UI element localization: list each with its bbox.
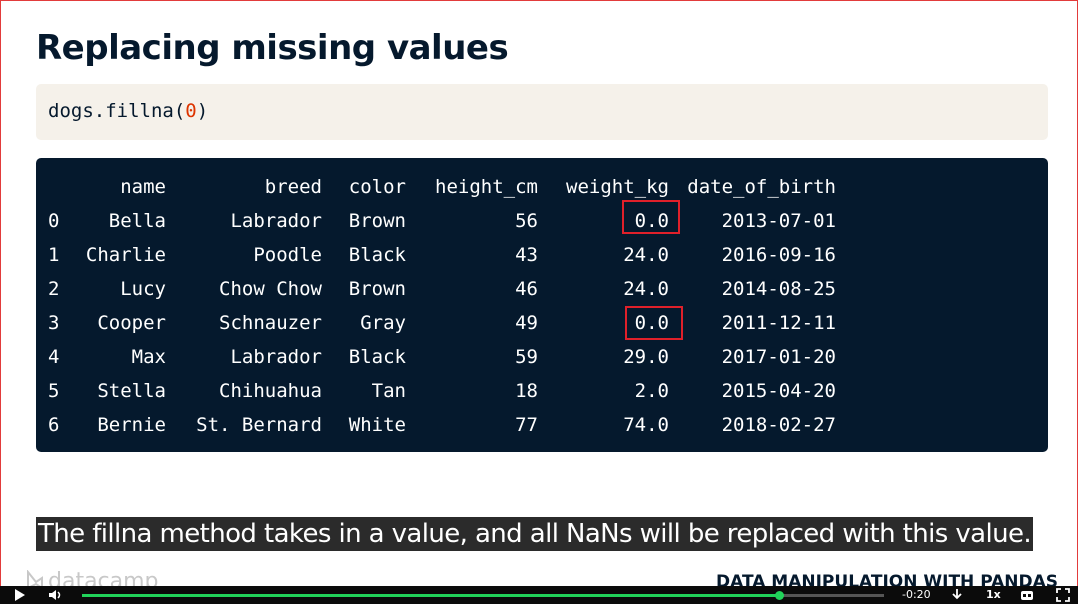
- download-icon[interactable]: [950, 588, 964, 602]
- cell-weight-kg: 0.0: [634, 210, 669, 232]
- fullscreen-icon[interactable]: [1056, 588, 1070, 602]
- cell-index: 1: [48, 244, 60, 266]
- progress-fill: [82, 594, 779, 597]
- cell-name: Cooper: [97, 312, 166, 334]
- cell-weight-kg: 0.0: [634, 312, 669, 334]
- cell-name: Stella: [97, 380, 166, 402]
- cell-date-of-birth: 2017-01-20: [721, 346, 836, 368]
- cell-name: Lucy: [120, 278, 166, 300]
- cell-date-of-birth: 2014-08-25: [721, 278, 836, 300]
- code-block: dogs.fillna(0): [36, 84, 1048, 140]
- cell-breed: Schnauzer: [219, 312, 322, 334]
- cell-name: Bernie: [97, 414, 166, 436]
- cell-index: 0: [48, 210, 60, 232]
- cell-index: 3: [48, 312, 60, 334]
- cell-name: Bella: [108, 210, 166, 232]
- table-row: 2 Lucy Chow Chow Brown 46 24.0 2014-08-25: [48, 274, 836, 308]
- playback-speed-button[interactable]: 1x: [986, 588, 1001, 601]
- header-name: name: [120, 176, 166, 198]
- table-row: 0 Bella Labrador Brown 56 0.0 2013-07-01: [48, 200, 836, 240]
- cell-color: Black: [348, 244, 406, 266]
- cell-weight-kg: 29.0: [623, 346, 669, 368]
- code-prefix: dogs.fillna(: [48, 100, 186, 122]
- cell-height-cm: 49: [515, 312, 538, 334]
- table-row: 5 Stella Chihuahua Tan 18 2.0 2015-04-20: [48, 376, 836, 410]
- cell-height-cm: 43: [515, 244, 538, 266]
- cell-breed: St. Bernard: [196, 414, 322, 436]
- output-block: name breed color height_cm weight_kg date_of_…: [36, 158, 1048, 452]
- cell-color: Brown: [348, 210, 406, 232]
- progress-bar[interactable]: [82, 591, 884, 600]
- cell-weight-kg: 24.0: [623, 244, 669, 266]
- cell-breed: Poodle: [253, 244, 322, 266]
- cell-weight-kg: 74.0: [623, 414, 669, 436]
- cell-height-cm: 56: [515, 210, 538, 232]
- cell-weight-kg: 24.0: [623, 278, 669, 300]
- subtitle-caption: The fillna method takes in a value, and …: [36, 517, 1034, 551]
- table-row: 3 Cooper Schnauzer Gray 49 0.0 2011-12-11: [48, 306, 836, 342]
- cell-date-of-birth: 2015-04-20: [721, 380, 836, 402]
- header-weight-kg: weight_kg: [566, 176, 669, 198]
- captions-icon[interactable]: [1020, 588, 1034, 602]
- cell-height-cm: 46: [515, 278, 538, 300]
- cell-color: Gray: [360, 312, 406, 334]
- play-icon[interactable]: [12, 588, 26, 602]
- cell-height-cm: 77: [515, 414, 538, 436]
- cell-date-of-birth: 2013-07-01: [721, 210, 836, 232]
- brand-logo: datacamp: [26, 568, 159, 594]
- volume-icon[interactable]: [48, 588, 62, 602]
- cell-name: Max: [131, 346, 166, 368]
- code-suffix: ): [196, 100, 209, 122]
- code-argument: 0: [185, 100, 197, 122]
- time-remaining: -0:20: [902, 588, 931, 601]
- cell-index: 2: [48, 278, 60, 300]
- slide-title: Replacing missing values: [36, 28, 509, 68]
- cell-color: White: [348, 414, 406, 436]
- cell-height-cm: 18: [515, 380, 538, 402]
- cell-height-cm: 59: [515, 346, 538, 368]
- header-color: color: [348, 176, 406, 198]
- cell-index: 4: [48, 346, 60, 368]
- cell-date-of-birth: 2016-09-16: [721, 244, 836, 266]
- cell-color: Brown: [348, 278, 406, 300]
- cell-name: Charlie: [85, 244, 166, 266]
- cell-weight-kg: 2.0: [634, 380, 669, 402]
- dataframe-output: name breed color height_cm weight_kg date_of_…: [48, 172, 836, 444]
- cell-breed: Labrador: [230, 210, 322, 232]
- cell-breed: Labrador: [230, 346, 322, 368]
- table-row: 4 Max Labrador Black 59 29.0 2017-01-20: [48, 342, 836, 376]
- cell-color: Tan: [371, 380, 406, 402]
- table-row: 1 Charlie Poodle Black 43 24.0 2016-09-16: [48, 240, 836, 274]
- cell-index: 5: [48, 380, 60, 402]
- header-breed: breed: [264, 176, 322, 198]
- table-header-row: name breed color height_cm weight_kg date_of_…: [48, 172, 836, 206]
- progress-handle[interactable]: [774, 591, 784, 600]
- cell-breed: Chow Chow: [219, 278, 322, 300]
- video-player-controls: -0:20 1x: [0, 586, 1078, 604]
- table-row: 6 Bernie St. Bernard White 77 74.0 2018-02-27: [48, 410, 836, 444]
- header-height-cm: height_cm: [435, 176, 538, 198]
- cell-color: Black: [348, 346, 406, 368]
- cell-date-of-birth: 2011-12-11: [721, 312, 836, 334]
- cell-date-of-birth: 2018-02-27: [721, 414, 836, 436]
- header-date-of-birth: date_of_birth: [687, 176, 836, 198]
- code-line: dogs.fillna(0): [48, 100, 208, 122]
- cell-breed: Chihuahua: [219, 380, 322, 402]
- cell-index: 6: [48, 414, 60, 436]
